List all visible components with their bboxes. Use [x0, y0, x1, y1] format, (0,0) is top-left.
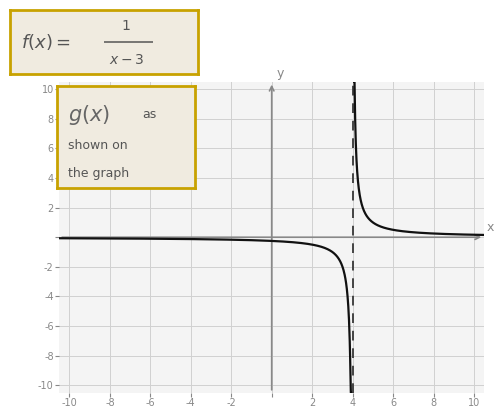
Text: $1$: $1$	[122, 19, 131, 33]
Text: x: x	[486, 220, 494, 234]
Text: y: y	[277, 67, 284, 80]
Text: $f(x){=}$: $f(x){=}$	[21, 32, 71, 52]
Text: shown on: shown on	[68, 139, 127, 152]
Text: $g(x)$: $g(x)$	[68, 103, 110, 126]
Text: $x-3$: $x-3$	[109, 53, 144, 67]
Text: the graph: the graph	[68, 167, 129, 180]
Text: as: as	[143, 108, 157, 121]
